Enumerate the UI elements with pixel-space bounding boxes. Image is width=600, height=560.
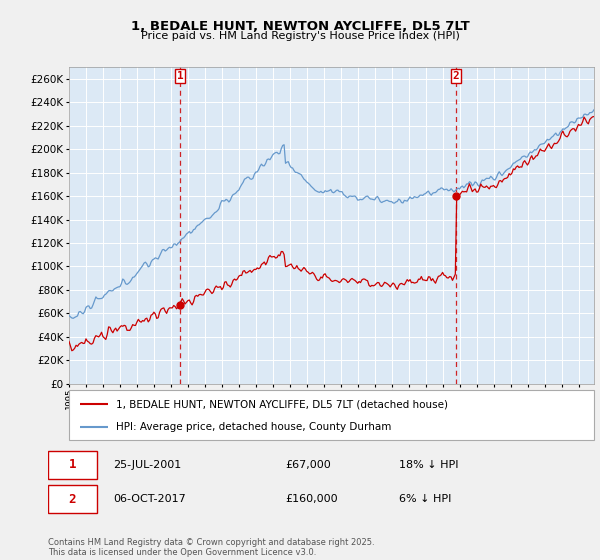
FancyBboxPatch shape [69,390,594,440]
Text: £67,000: £67,000 [286,460,331,470]
Text: 18% ↓ HPI: 18% ↓ HPI [399,460,458,470]
Text: 1, BEDALE HUNT, NEWTON AYCLIFFE, DL5 7LT: 1, BEDALE HUNT, NEWTON AYCLIFFE, DL5 7LT [131,20,469,32]
Text: 1: 1 [177,71,184,81]
Text: 6% ↓ HPI: 6% ↓ HPI [399,494,451,504]
Text: 25-JUL-2001: 25-JUL-2001 [113,460,181,470]
FancyBboxPatch shape [48,451,97,479]
Text: HPI: Average price, detached house, County Durham: HPI: Average price, detached house, Coun… [116,422,392,432]
Text: 2: 2 [68,492,76,506]
Text: 2: 2 [452,71,459,81]
FancyBboxPatch shape [48,485,97,513]
Text: 06-OCT-2017: 06-OCT-2017 [113,494,185,504]
Text: 1, BEDALE HUNT, NEWTON AYCLIFFE, DL5 7LT (detached house): 1, BEDALE HUNT, NEWTON AYCLIFFE, DL5 7LT… [116,399,448,409]
Text: 1: 1 [68,458,76,471]
Text: Contains HM Land Registry data © Crown copyright and database right 2025.
This d: Contains HM Land Registry data © Crown c… [48,538,374,557]
Text: Price paid vs. HM Land Registry's House Price Index (HPI): Price paid vs. HM Land Registry's House … [140,31,460,41]
Text: £160,000: £160,000 [286,494,338,504]
